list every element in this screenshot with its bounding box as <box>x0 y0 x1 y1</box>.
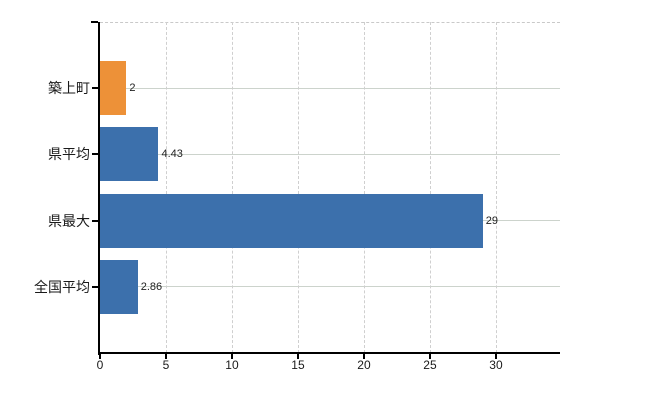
vertical-gridline <box>429 22 431 353</box>
category-label: 県最大 <box>48 212 90 229</box>
vertical-gridline <box>165 22 167 353</box>
vertical-gridline <box>495 22 497 353</box>
horizontal-gridline <box>100 286 560 288</box>
x-tick-label: 5 <box>162 358 170 372</box>
bar-value-label: 2 <box>129 82 136 95</box>
y-axis-line <box>98 22 100 355</box>
horizontal-gridline <box>100 153 560 155</box>
x-axis-tick <box>362 354 365 359</box>
category-label: 全国平均 <box>34 278 90 295</box>
x-axis-tick <box>428 354 431 359</box>
category-label: 築上町 <box>48 80 90 97</box>
x-axis-tick <box>494 354 497 359</box>
bar <box>100 127 159 182</box>
bar-value-label: 4.43 <box>161 148 183 161</box>
x-tick-label: 0 <box>96 358 104 372</box>
y-axis-tick <box>92 219 99 222</box>
category-label: 県平均 <box>48 146 90 163</box>
bar-value-label: 29 <box>485 214 499 227</box>
x-axis-tick <box>230 354 233 359</box>
bar-value-label: 2.86 <box>140 280 163 293</box>
bar <box>100 193 483 248</box>
vertical-gridline <box>297 22 299 353</box>
y-axis-tick <box>92 285 99 288</box>
plot-top-border <box>100 22 560 23</box>
x-axis-tick <box>296 354 299 359</box>
x-tick-label: 15 <box>291 358 305 372</box>
x-axis-tick <box>164 354 167 359</box>
vertical-gridline <box>231 22 233 353</box>
x-tick-label: 10 <box>225 358 239 372</box>
x-tick-label: 30 <box>489 358 503 372</box>
x-tick-label: 25 <box>423 358 437 372</box>
x-tick-label: 20 <box>357 358 371 372</box>
vertical-gridline <box>363 22 365 353</box>
bar <box>100 259 138 314</box>
x-axis-tick <box>99 354 101 359</box>
bar <box>100 61 127 116</box>
y-axis-tick <box>92 153 99 156</box>
horizontal-gridline <box>100 87 560 89</box>
y-axis-tick <box>92 87 99 90</box>
y-axis-top-tick <box>91 21 98 23</box>
x-axis-line <box>98 352 560 354</box>
